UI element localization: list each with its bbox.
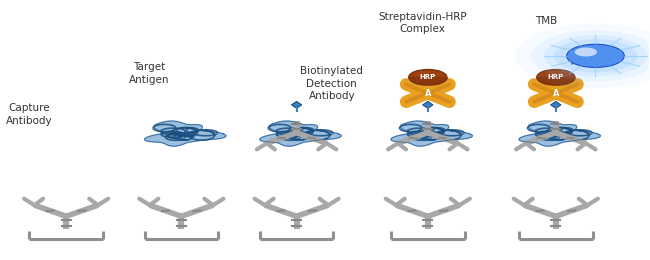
Circle shape (537, 69, 575, 85)
Circle shape (532, 30, 650, 82)
Polygon shape (391, 121, 473, 146)
Circle shape (544, 35, 647, 76)
Text: A: A (552, 89, 559, 98)
Circle shape (409, 69, 447, 85)
Circle shape (575, 48, 597, 56)
Text: HRP: HRP (548, 74, 564, 80)
Polygon shape (260, 121, 341, 146)
Polygon shape (144, 121, 226, 146)
Text: TMB: TMB (535, 16, 557, 26)
Text: Streptavidin-HRP
Complex: Streptavidin-HRP Complex (378, 12, 467, 35)
Text: A: A (424, 89, 431, 98)
Polygon shape (551, 101, 561, 108)
Circle shape (554, 39, 637, 73)
Text: Target
Antigen: Target Antigen (129, 62, 170, 84)
Text: Capture
Antibody: Capture Antibody (6, 103, 53, 126)
Circle shape (567, 44, 624, 67)
Polygon shape (422, 101, 433, 108)
Circle shape (515, 24, 650, 88)
Polygon shape (519, 121, 601, 146)
Polygon shape (291, 101, 302, 108)
Text: Biotinylated
Detection
Antibody: Biotinylated Detection Antibody (300, 66, 363, 101)
Text: HRP: HRP (420, 74, 436, 80)
